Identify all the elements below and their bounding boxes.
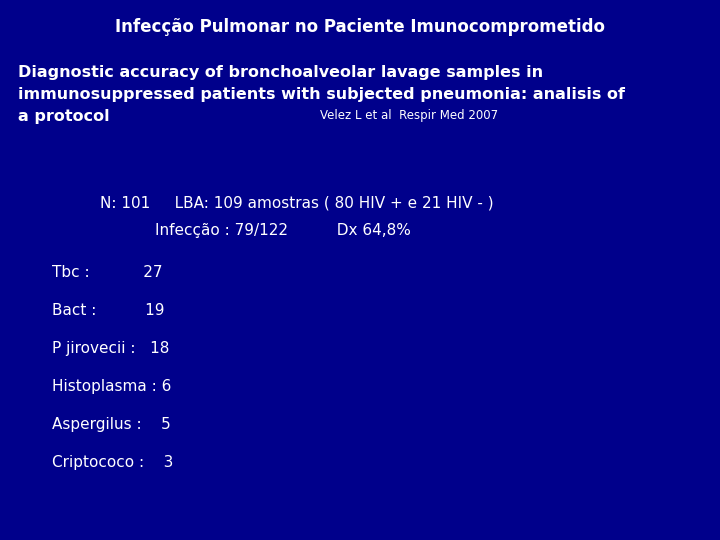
Text: Bact :          19: Bact : 19 [52, 303, 164, 318]
Text: immunosuppressed patients with subjected pneumonia: analisis of: immunosuppressed patients with subjected… [18, 87, 625, 102]
Text: Histoplasma : 6: Histoplasma : 6 [52, 379, 171, 394]
Text: Infecção : 79/122          Dx 64,8%: Infecção : 79/122 Dx 64,8% [155, 223, 411, 238]
Text: P jirovecii :   18: P jirovecii : 18 [52, 341, 169, 356]
Text: N: 101     LBA: 109 amostras ( 80 HIV + e 21 HIV - ): N: 101 LBA: 109 amostras ( 80 HIV + e 21… [100, 195, 494, 210]
Text: Aspergilus :    5: Aspergilus : 5 [52, 417, 171, 432]
Text: Infecção Pulmonar no Paciente Imunocomprometido: Infecção Pulmonar no Paciente Imunocompr… [115, 18, 605, 36]
Text: Diagnostic accuracy of bronchoalveolar lavage samples in: Diagnostic accuracy of bronchoalveolar l… [18, 65, 543, 80]
Text: Tbc :           27: Tbc : 27 [52, 265, 163, 280]
Text: Criptococo :    3: Criptococo : 3 [52, 455, 174, 470]
Text: Velez L et al  Respir Med 2007: Velez L et al Respir Med 2007 [320, 109, 498, 122]
Text: a protocol: a protocol [18, 109, 109, 124]
